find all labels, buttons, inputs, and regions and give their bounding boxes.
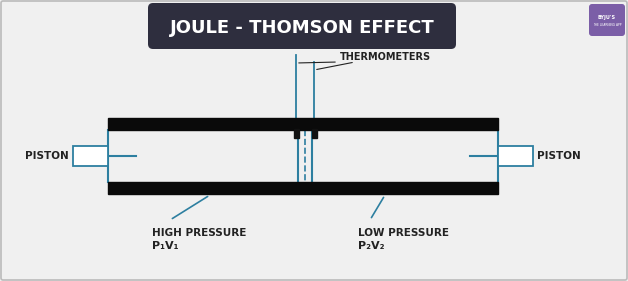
Bar bbox=[312, 129, 317, 138]
Text: P₁V₁: P₁V₁ bbox=[152, 241, 178, 251]
Text: JOULE - THOMSON EFFECT: JOULE - THOMSON EFFECT bbox=[170, 19, 435, 37]
Text: THERMOMETERS: THERMOMETERS bbox=[340, 52, 431, 62]
Text: PISTON: PISTON bbox=[537, 151, 581, 161]
Bar bbox=[73, 146, 108, 166]
FancyBboxPatch shape bbox=[589, 4, 625, 36]
Text: THE LEARNING APP: THE LEARNING APP bbox=[593, 23, 621, 27]
Text: P₂V₂: P₂V₂ bbox=[358, 241, 384, 251]
Text: HIGH PRESSURE: HIGH PRESSURE bbox=[152, 228, 246, 238]
Text: PISTON: PISTON bbox=[25, 151, 69, 161]
Text: BYJU'S: BYJU'S bbox=[598, 15, 616, 21]
FancyBboxPatch shape bbox=[148, 3, 456, 49]
Bar bbox=[498, 146, 533, 166]
Text: LOW PRESSURE: LOW PRESSURE bbox=[358, 228, 449, 238]
Bar bbox=[108, 118, 498, 130]
Bar bbox=[108, 182, 498, 194]
Bar bbox=[294, 129, 299, 138]
